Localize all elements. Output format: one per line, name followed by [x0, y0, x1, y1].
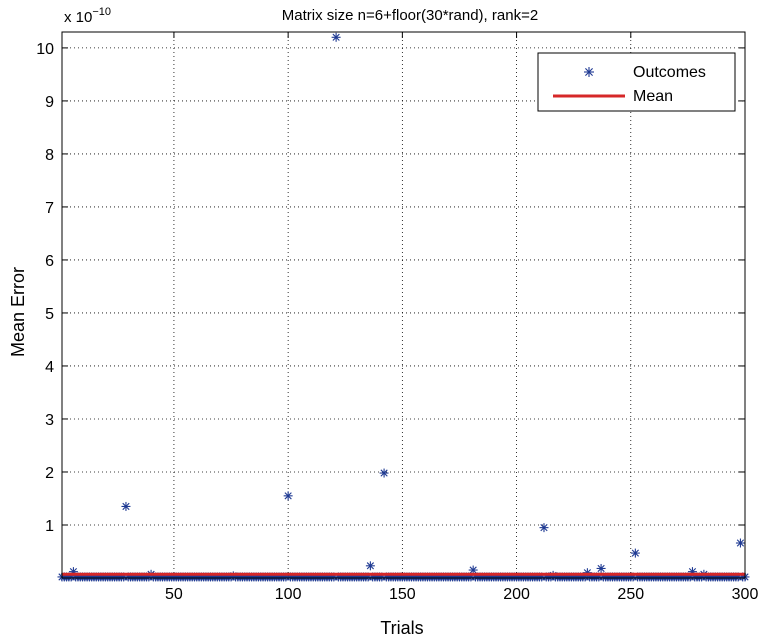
- y-tick-label: 9: [45, 94, 54, 111]
- x-tick-label: 50: [165, 586, 183, 603]
- y-tick-label: 5: [45, 306, 54, 323]
- x-tick-label: 150: [389, 586, 416, 603]
- data-point: [539, 523, 548, 532]
- x-tick-label: 100: [275, 586, 302, 603]
- data-point: [736, 539, 745, 548]
- legend: Outcomes Mean: [538, 53, 735, 111]
- chart-title: Matrix size n=6+floor(30*rand), rank=2: [282, 7, 538, 24]
- x-axis-label: Trials: [380, 618, 423, 638]
- y-exponent-power: −10: [92, 6, 111, 18]
- y-tick-label: 4: [45, 359, 54, 376]
- data-point: [121, 502, 130, 511]
- y-tick-label: 7: [45, 200, 54, 217]
- data-point: [597, 564, 606, 573]
- x-tick-label: 300: [732, 586, 759, 603]
- data-point: [332, 33, 341, 42]
- legend-mean-label: Mean: [633, 88, 673, 105]
- y-tick-label: 1: [45, 518, 54, 535]
- y-tick-label: 10: [36, 41, 54, 58]
- x-tick-label: 250: [617, 586, 644, 603]
- data-point: [380, 469, 389, 478]
- y-tick-label: 6: [45, 253, 54, 270]
- data-point: [366, 561, 375, 570]
- legend-outcomes-label: Outcomes: [633, 64, 706, 81]
- y-exponent-base: x 10: [64, 9, 92, 26]
- legend-outcomes-marker: [584, 67, 594, 77]
- legend-asterisk: [584, 67, 594, 77]
- x-tick-label: 200: [503, 586, 530, 603]
- data-point: [284, 491, 293, 500]
- y-tick-label: 2: [45, 465, 54, 482]
- y-tick-label: 3: [45, 412, 54, 429]
- y-axis-label: Mean Error: [8, 267, 28, 357]
- y-tick-label: 8: [45, 147, 54, 164]
- data-point: [631, 549, 640, 558]
